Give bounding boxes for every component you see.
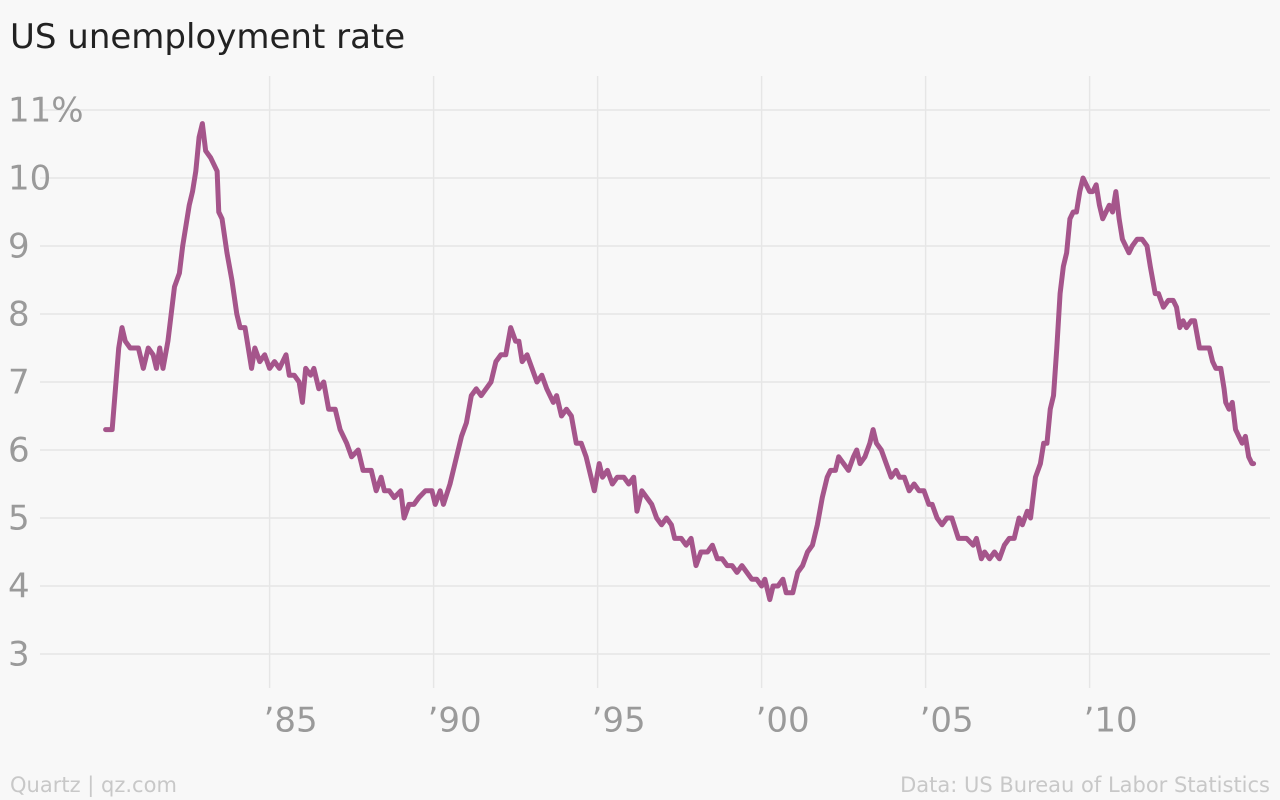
x-tick-label: ’00 [756,701,810,741]
y-tick-label: 3 [8,635,30,675]
x-tick-label: ’95 [592,701,646,741]
y-tick-label: 5 [8,499,30,539]
y-tick-label: 4 [8,567,30,607]
y-tick-label: 9 [8,227,30,267]
y-tick-label: 8 [8,295,30,335]
source: Data: US Bureau of Labor Statistics [900,773,1270,797]
x-tick-label: ’85 [264,701,318,741]
x-tick-label: ’10 [1084,701,1138,741]
x-tick-label: ’90 [428,701,482,741]
y-tick-label: 6 [8,431,30,471]
chart-title: US unemployment rate [10,17,405,57]
y-tick-label: 11% [8,91,84,131]
credit: Quartz | qz.com [10,773,177,798]
y-tick-label: 10 [8,159,51,199]
y-tick-label: 7 [8,363,30,403]
x-tick-label: ’05 [920,701,974,741]
data-line [103,121,1257,603]
